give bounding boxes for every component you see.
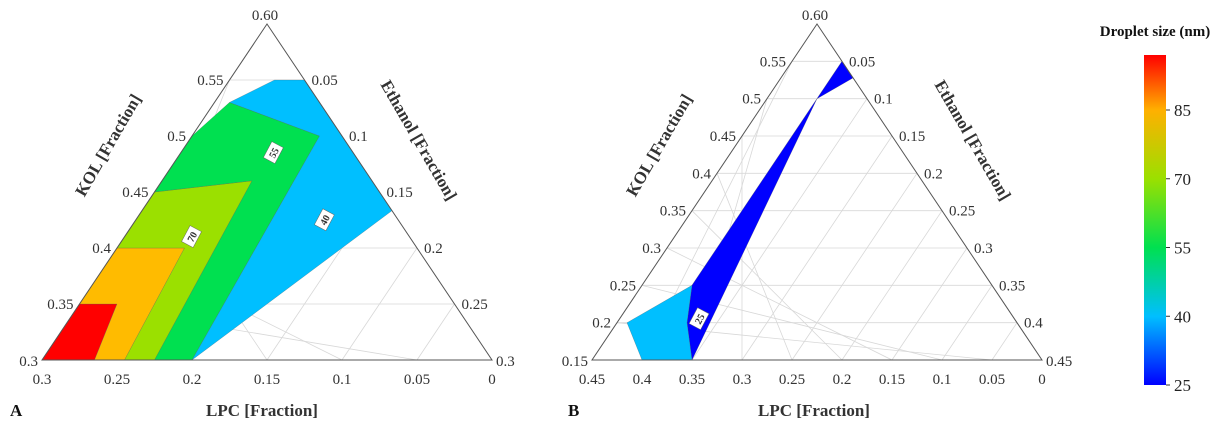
tick-label-kol: 0.15: [562, 354, 588, 370]
tick-label-kol: 0.60: [252, 8, 278, 24]
tick-label-ethanol: 0.05: [849, 54, 875, 70]
grid-line: [691, 210, 843, 361]
tick-label-kol: 0.3: [642, 241, 661, 257]
ternary-plot-b: 0.45 0.4 0.35 0.3 0.25 0.2 0.15 0.1 0.05 0 0.2 0.25…: [562, 8, 1073, 420]
axis-label-ethanol-b: Ethanol [Fraction]: [931, 77, 1015, 204]
tick-label-lpc: 0.05: [979, 372, 1005, 388]
tick-label-ethanol: 0.1: [349, 129, 368, 145]
tick-label-kol: 0.55: [760, 54, 786, 70]
tick-label-lpc: 0.25: [779, 372, 805, 388]
tick-label-lpc: 0.4: [633, 372, 652, 388]
tick-label-kol: 0.4: [92, 241, 111, 257]
contour-label-text: 70: [186, 230, 200, 244]
ternary-frame-a: [41, 23, 493, 361]
contour-labels-b: 25: [688, 307, 710, 331]
tick-label-kol: 0.25: [610, 278, 636, 294]
tick-label-ethanol: 0.3: [496, 354, 515, 370]
tick-label-ethanol: 0.25: [462, 297, 488, 313]
contour-label: 55: [263, 141, 284, 164]
tick-label-lpc: 0.3: [33, 372, 52, 388]
colorbar-tick-label: 25: [1174, 376, 1191, 395]
colorbar-tick-label: 85: [1174, 101, 1191, 120]
colorbar-ticks: 25 40 55 70 85: [1166, 101, 1191, 395]
tick-label-ethanol: 0.2: [424, 241, 443, 257]
colorbar-tick-label: 55: [1174, 239, 1191, 258]
grid-line: [691, 98, 868, 361]
ternary-plot-a: 0.3 0.25 0.2 0.15 0.1 0.05 0 0.35 0.4 0.45 0.5 0.55…: [10, 8, 515, 420]
tick-label-lpc: 0.35: [679, 372, 705, 388]
tick-label-kol: 0.60: [802, 8, 828, 24]
grid-line: [791, 173, 918, 361]
contour-label: 25: [688, 307, 710, 331]
tick-label-lpc: 0.05: [404, 372, 430, 388]
tick-label-lpc: 0: [1038, 372, 1046, 388]
tick-label-lpc: 0.3: [733, 372, 752, 388]
tick-label-kol: 0.35: [660, 204, 686, 220]
tick-label-kol: 0.4: [692, 166, 711, 182]
tick-label-lpc: 0.15: [254, 372, 280, 388]
contour-label-text: 25: [693, 312, 707, 326]
contour-label-text: 40: [318, 213, 332, 227]
tick-label-ethanol: 0.1: [874, 92, 893, 108]
colorbar-gradient: [1144, 55, 1166, 385]
tick-label-kol: 0.45: [710, 129, 736, 145]
grid-line: [991, 322, 1018, 361]
tick-label-kol: 0.35: [47, 297, 73, 313]
tick-label-kol: 0.5: [167, 129, 186, 145]
axis-label-lpc-b: LPC [Fraction]: [758, 401, 870, 420]
tick-label-lpc: 0.2: [183, 372, 202, 388]
contour-region: [626, 284, 693, 360]
tick-label-ethanol: 0.05: [312, 73, 338, 89]
grid-line: [416, 303, 455, 361]
axis-label-kol-a: KOL [Fraction]: [71, 91, 145, 200]
grid-line: [341, 247, 418, 361]
tick-label-ethanol: 0.45: [1046, 354, 1072, 370]
tick-label-ethanol: 0.15: [899, 129, 925, 145]
tick-label-lpc: 0.1: [333, 372, 352, 388]
tick-label-kol: 0.55: [197, 73, 223, 89]
contour-label: 40: [314, 208, 335, 232]
tick-label-kol: 0.3: [19, 354, 38, 370]
contour-label-box: [181, 225, 202, 248]
panel-letter-a: A: [10, 401, 23, 420]
grid-line: [716, 173, 793, 361]
colorbar-tick-label: 70: [1174, 170, 1191, 189]
tick-label-lpc: 0.15: [879, 372, 905, 388]
tick-label-ethanol: 0.2: [924, 166, 943, 182]
tick-label-ethanol: 0.35: [999, 278, 1025, 294]
tick-label-kol: 0.45: [122, 185, 148, 201]
contour-labels-a: 70 55 40: [181, 141, 335, 248]
axis-label-kol-b: KOL [Fraction]: [622, 91, 696, 200]
tick-label-lpc: 0: [488, 372, 496, 388]
contour-label-box: [688, 307, 710, 331]
ternary-frame-b: [591, 23, 1043, 361]
tick-label-lpc: 0.45: [579, 372, 605, 388]
tick-label-kol: 0.5: [742, 92, 761, 108]
grid-line: [891, 247, 968, 361]
tick-label-ethanol: 0.15: [387, 185, 413, 201]
tick-label-ethanol: 0.4: [1024, 316, 1043, 332]
contour-label-box: [314, 208, 335, 232]
tick-label-lpc: 0.2: [833, 372, 852, 388]
tick-label-lpc: 0.25: [104, 372, 130, 388]
tick-label-ethanol: 0.25: [949, 204, 975, 220]
tick-labels-a: 0.3 0.25 0.2 0.15 0.1 0.05 0 0.35 0.4 0.45 0.5 0.55…: [19, 8, 515, 388]
tick-label-lpc: 0.1: [933, 372, 952, 388]
grid-line: [941, 285, 993, 361]
tick-labels-b: 0.45 0.4 0.35 0.3 0.25 0.2 0.15 0.1 0.05 0 0.2 0.25…: [562, 8, 1073, 388]
tick-label-ethanol: 0.3: [974, 241, 993, 257]
colorbar-tick-label: 40: [1174, 307, 1191, 326]
tick-label-kol: 0.2: [592, 316, 611, 332]
colorbar-title: Droplet size (nm): [1100, 24, 1211, 40]
contour-label-box: [263, 141, 284, 164]
grid-line: [841, 210, 943, 361]
panel-letter-b: B: [568, 401, 579, 420]
contour-label: 70: [181, 225, 202, 248]
axis-label-lpc-a: LPC [Fraction]: [206, 401, 318, 420]
colorbar: Droplet size (nm) 25 40 55 70 85: [1100, 24, 1211, 395]
contour-label-text: 55: [267, 146, 281, 160]
